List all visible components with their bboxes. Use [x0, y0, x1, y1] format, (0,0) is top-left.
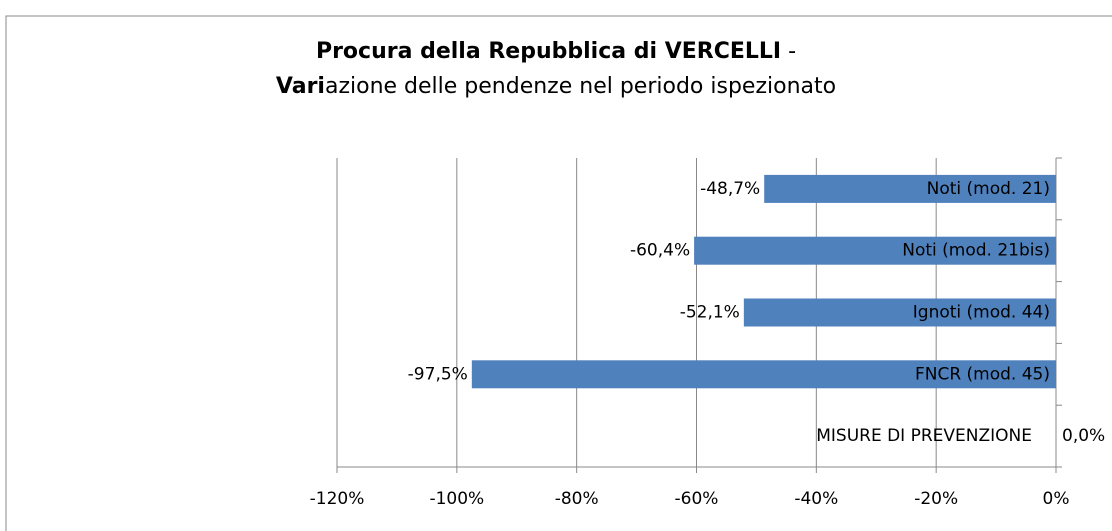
chart-title: Procura della Repubblica di VERCELLI -	[316, 39, 796, 64]
bar	[694, 236, 1056, 265]
category-label: FNCR (mod. 45)	[915, 364, 1050, 384]
category-label: MISURE DI PREVENZIONE	[816, 426, 1032, 446]
title-part: -	[781, 39, 796, 64]
value-label: -48,7%	[700, 179, 760, 199]
x-tick-label: 0%	[1043, 489, 1070, 509]
x-tick-label: -100%	[429, 489, 484, 509]
x-tick-label: -60%	[675, 489, 719, 509]
x-tick-label: -80%	[555, 489, 599, 509]
category-label: Noti (mod. 21)	[927, 179, 1050, 199]
bar	[764, 174, 1056, 203]
title-part: azione delle pendenze nel periodo ispezi…	[325, 74, 836, 99]
bar	[743, 298, 1056, 327]
x-tick-label: -40%	[794, 489, 838, 509]
value-label: 0,0%	[1062, 426, 1105, 446]
value-label: -60,4%	[630, 241, 690, 261]
x-tick-label: -20%	[914, 489, 958, 509]
bar	[471, 360, 1056, 389]
title-part: Procura della Repubblica di VERCELLI	[316, 39, 781, 64]
value-label: -52,1%	[680, 303, 740, 323]
title-part: Vari	[276, 74, 325, 99]
category-label: Ignoti (mod. 44)	[913, 303, 1050, 323]
x-tick-label: -120%	[310, 489, 365, 509]
chart-subtitle: Variazione delle pendenze nel periodo is…	[276, 74, 836, 99]
value-label: -97,5%	[408, 364, 468, 384]
chart-frame	[5, 15, 1112, 531]
category-label: Noti (mod. 21bis)	[902, 241, 1050, 261]
